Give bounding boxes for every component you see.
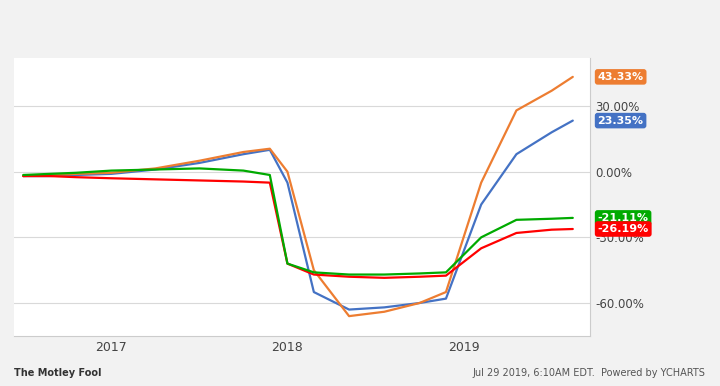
Text: The Motley Fool: The Motley Fool [14,368,102,378]
Text: 23.35%: 23.35% [598,115,644,125]
Text: Jul 29 2019, 6:10AM EDT.  Powered by YCHARTS: Jul 29 2019, 6:10AM EDT. Powered by YCHA… [473,368,706,378]
Text: -26.19%: -26.19% [598,224,649,234]
Text: -21.11%: -21.11% [598,213,649,223]
Text: 43.33%: 43.33% [598,72,644,82]
